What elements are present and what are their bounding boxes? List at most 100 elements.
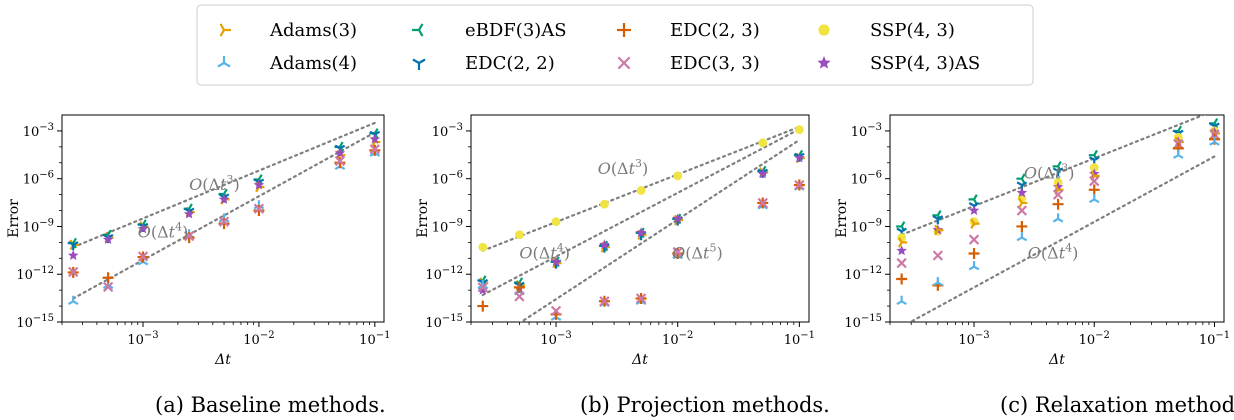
data-point [253,203,265,214]
panel-caption: (c) Relaxation methods. [1000,393,1234,417]
order-annotation: O(Δt3) [1024,162,1075,183]
x-tick-label: 10−3 [127,330,158,348]
reference-line-2 [908,155,1216,322]
data-point [1088,184,1100,196]
axes-frame [889,114,1225,323]
series-edc-2-3 [896,133,1220,291]
reference-line-1 [72,121,376,249]
order-annotation: O(Δt4) [519,241,570,262]
data-point [599,239,610,250]
legend-label: EDC(3, 3) [670,53,760,74]
x-tick-label: 10−1 [784,330,815,348]
data-point [68,250,79,260]
series-edc-3-3 [896,129,1220,269]
y-tick-label: 10−9 [23,217,54,235]
y-tick-label: 10−12 [425,265,463,283]
legend-item-ssp-4-3: SSP(4, 3) [818,20,955,41]
data-point [1052,167,1064,177]
data-point [1016,187,1028,198]
data-point [794,179,805,191]
y-tick-label: 10−12 [16,265,54,283]
legend-item-ebdf-3-as: eBDF(3)AS [412,20,567,41]
legend-marker [617,23,631,37]
y-tick-label: 10−15 [425,313,463,331]
y-tick-label: 10−3 [851,122,882,140]
data-point [550,256,562,267]
data-point [896,257,907,269]
data-point [477,284,489,295]
series-ssp-4-3-as [477,152,805,295]
data-point [369,133,381,144]
series-adams-3 [897,128,1220,248]
x-tick-label: 10−1 [359,330,390,348]
data-point [1209,136,1220,146]
data-point [932,277,944,287]
panel-caption: (a) Baseline methods. [155,393,386,417]
series-adams-4 [896,136,1220,305]
data-point [1089,175,1100,187]
legend-item-ssp-4-3-as: SSP(4, 3)AS [817,53,980,74]
data-point [672,213,683,224]
legend-marker [412,58,426,70]
data-point [673,171,683,181]
data-point [1089,163,1099,172]
legend-item-adams-4: Adams(4) [217,53,357,74]
data-point [672,246,683,258]
legend-label: EDC(2, 3) [670,20,760,41]
data-point [334,155,346,167]
legend-label: Adams(3) [269,20,357,41]
x-tick-label: 10−2 [1079,330,1110,348]
data-point [968,248,980,260]
order-annotation: O(Δt3) [189,173,240,194]
y-tick-label: 10−9 [432,217,463,235]
data-point [636,186,646,195]
data-point [67,241,79,251]
data-point [968,261,980,271]
data-point [1016,220,1028,232]
data-point [137,223,149,234]
axes-frame [61,114,385,323]
data-point [515,230,524,240]
y-tick-label: 10−15 [844,313,882,331]
data-point [218,193,230,204]
data-point [1016,232,1028,242]
data-point [551,217,561,227]
reference-line-3 [519,138,801,322]
data-point [102,281,114,293]
data-point [102,234,114,245]
y-tick-label: 10−9 [851,217,882,235]
data-point [1016,205,1028,216]
legend-item-adams-3: Adams(3) [219,20,357,41]
legend: Adams(3) eBDF(3)AS EDC(2, 3) SSP(4, 3) Adams… [196,4,1034,86]
data-point [896,273,908,285]
series-edc-3-3 [68,144,381,293]
data-point [600,199,609,209]
order-annotation: O(Δt4) [138,221,189,242]
data-point [218,218,230,230]
order-annotation: O(Δt5) [672,241,723,262]
data-point [183,230,195,242]
data-point [794,125,804,135]
data-point [477,300,489,312]
x-axis-label: Δt [1048,352,1065,368]
data-point [1052,189,1064,200]
data-point [896,295,907,305]
y-tick-label: 10−15 [16,313,54,331]
legend-label: SSP(4, 3) [870,20,955,41]
x-axis-label: Δt [631,352,648,368]
y-tick-label: 10−6 [851,170,882,188]
data-point [599,296,610,307]
reference-line-2 [481,128,801,297]
data-point [513,281,525,293]
data-point [968,234,980,245]
legend-label: eBDF(3)AS [465,20,567,41]
data-point [1172,149,1184,159]
data-point [896,245,907,256]
series-edc-3-3 [477,179,805,317]
x-tick-label: 10−3 [958,330,989,348]
data-point [932,250,944,261]
y-axis-label: Error [6,199,22,238]
data-point [253,205,265,217]
legend-marker [617,56,631,70]
